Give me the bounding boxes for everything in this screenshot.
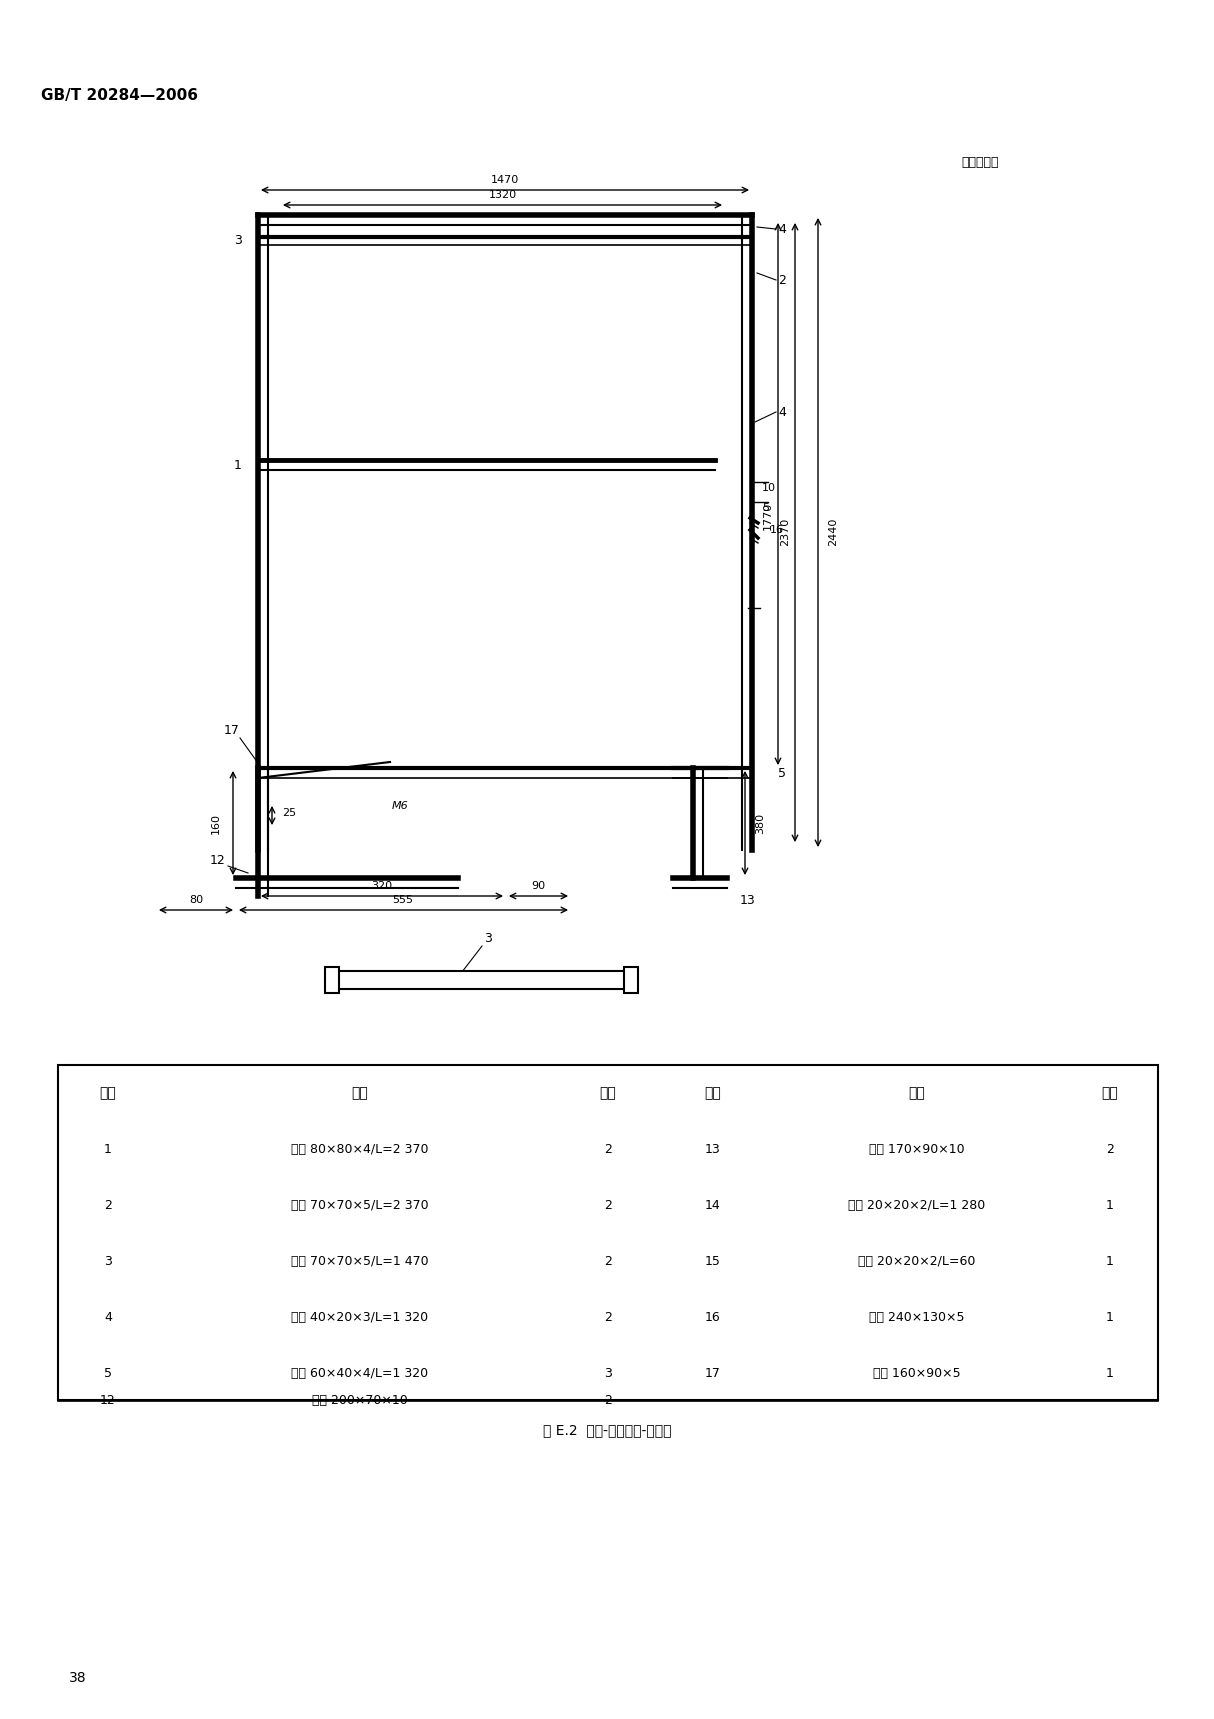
- Text: 90: 90: [531, 882, 545, 890]
- Text: 管道 20×20×2/L=60: 管道 20×20×2/L=60: [858, 1255, 976, 1267]
- Text: 管道 70×70×5/L=1 470: 管道 70×70×5/L=1 470: [291, 1255, 429, 1267]
- Text: 2370: 2370: [781, 517, 790, 547]
- Text: 管道 60×40×4/L=1 320: 管道 60×40×4/L=1 320: [291, 1367, 429, 1380]
- Text: 14: 14: [705, 1198, 721, 1212]
- Text: 数量: 数量: [600, 1086, 617, 1100]
- Text: 钒板 170×90×10: 钒板 170×90×10: [869, 1143, 965, 1155]
- Text: 管道 20×20×2/L=1 280: 管道 20×20×2/L=1 280: [849, 1198, 986, 1212]
- Text: 80: 80: [189, 896, 203, 904]
- Text: 2: 2: [104, 1198, 112, 1212]
- Bar: [325, 968, 339, 994]
- Text: 说明: 说明: [352, 1086, 368, 1100]
- Text: 4: 4: [104, 1310, 112, 1324]
- Text: 2: 2: [605, 1394, 612, 1406]
- Text: 数量: 数量: [1101, 1086, 1118, 1100]
- Text: M6: M6: [392, 801, 408, 811]
- Text: 1: 1: [1106, 1198, 1114, 1212]
- Text: 1: 1: [1106, 1367, 1114, 1380]
- Text: 管道 70×70×5/L=2 370: 管道 70×70×5/L=2 370: [291, 1198, 429, 1212]
- Text: 图 E.2  框架-焊接部分-右部分: 图 E.2 框架-焊接部分-右部分: [543, 1423, 671, 1437]
- Text: 4: 4: [778, 222, 785, 236]
- Text: 17: 17: [225, 724, 240, 736]
- Text: 15: 15: [705, 1255, 721, 1267]
- Text: 序号: 序号: [704, 1086, 721, 1100]
- Text: 17: 17: [705, 1367, 721, 1380]
- Text: 5: 5: [762, 504, 768, 512]
- Text: 4: 4: [778, 406, 785, 418]
- Text: 1320: 1320: [488, 191, 517, 199]
- Text: 单位为毫米: 单位为毫米: [961, 155, 999, 168]
- Text: 管道 80×80×4/L=2 370: 管道 80×80×4/L=2 370: [291, 1143, 429, 1155]
- Text: 3: 3: [484, 932, 492, 944]
- Text: 16: 16: [705, 1310, 721, 1324]
- Text: 160: 160: [211, 813, 221, 834]
- Text: 2: 2: [1106, 1143, 1114, 1155]
- Text: 12: 12: [210, 854, 226, 866]
- Text: 2: 2: [605, 1310, 612, 1324]
- Text: 钒板 240×130×5: 钒板 240×130×5: [869, 1310, 965, 1324]
- Text: 3: 3: [234, 234, 242, 246]
- Text: 1: 1: [104, 1143, 112, 1155]
- Text: 2: 2: [605, 1198, 612, 1212]
- Text: 5: 5: [778, 767, 785, 779]
- Text: 2: 2: [605, 1143, 612, 1155]
- Text: 1: 1: [234, 459, 242, 471]
- Text: 555: 555: [392, 896, 414, 904]
- Text: 25: 25: [282, 808, 296, 818]
- Text: 13: 13: [705, 1143, 721, 1155]
- Text: 钒板 200×70×10: 钒板 200×70×10: [312, 1394, 408, 1406]
- Text: 1470: 1470: [490, 175, 520, 186]
- Bar: [58, 1066, 1158, 1399]
- Text: 3: 3: [104, 1255, 112, 1267]
- Text: GB/T 20284—2006: GB/T 20284—2006: [41, 88, 199, 103]
- Text: 320: 320: [371, 882, 392, 890]
- Text: 2440: 2440: [828, 517, 838, 547]
- Text: 2: 2: [605, 1255, 612, 1267]
- Text: 12: 12: [100, 1394, 115, 1406]
- Text: 13: 13: [741, 894, 756, 906]
- Text: 管道 40×20×3/L=1 320: 管道 40×20×3/L=1 320: [291, 1310, 429, 1324]
- Text: 380: 380: [755, 813, 765, 834]
- Text: 1770: 1770: [764, 502, 773, 529]
- Bar: [337, 971, 625, 988]
- Text: 序号: 序号: [100, 1086, 117, 1100]
- Text: 10: 10: [762, 483, 776, 493]
- Text: 5: 5: [104, 1367, 112, 1380]
- Text: 钒板 160×90×5: 钒板 160×90×5: [873, 1367, 960, 1380]
- Text: 3: 3: [605, 1367, 612, 1380]
- Text: 38: 38: [69, 1671, 87, 1685]
- Bar: [624, 968, 639, 994]
- Text: 说明: 说明: [908, 1086, 925, 1100]
- Text: 1: 1: [1106, 1310, 1114, 1324]
- Text: 2: 2: [778, 273, 785, 287]
- Text: 1: 1: [1106, 1255, 1114, 1267]
- Text: 16: 16: [770, 524, 784, 535]
